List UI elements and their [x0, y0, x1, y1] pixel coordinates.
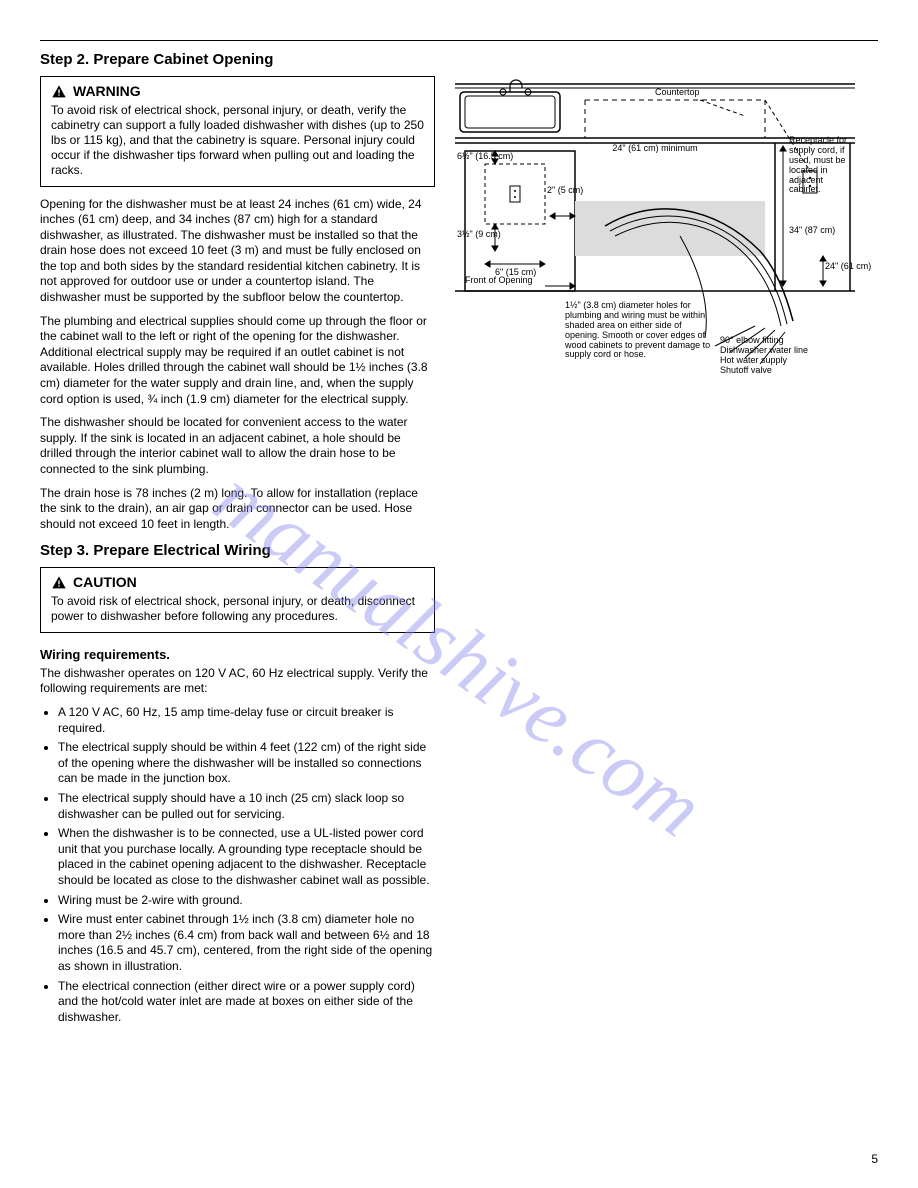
cutout-figure: Countertop Receptacle for supply cord, i… [455, 76, 878, 366]
fig-dim-6-5: 6½" (16.5 cm) [457, 152, 513, 162]
fig-holes-note: 1½" (3.8 cm) diameter holes for plumbing… [565, 301, 715, 360]
top-rule [40, 40, 878, 41]
wiring-req-intro: The dishwasher operates on 120 V AC, 60 … [40, 666, 435, 697]
warning-icon [51, 575, 67, 591]
warning-box-2: CAUTION To avoid risk of electrical shoc… [40, 567, 435, 633]
wiring-bullet: Wire must enter cabinet through 1½ inch … [58, 912, 435, 974]
right-column: Countertop Receptacle for supply cord, i… [455, 76, 878, 366]
warning-icon [51, 84, 67, 100]
prep-p4: The drain hose is 78 inches (2 m) long. … [40, 486, 435, 533]
prep-p3: The dishwasher should be located for con… [40, 415, 435, 477]
fig-opening-front: Front of Opening [465, 276, 565, 286]
section-title: Step 2. Prepare Cabinet Opening [40, 51, 878, 68]
step3-title: Step 3. Prepare Electrical Wiring [40, 542, 435, 559]
warning-1-head: WARNING [51, 83, 424, 101]
wiring-req-intro-text: The dishwasher operates on 120 V AC, 60 … [40, 666, 435, 697]
wiring-bullet: The electrical supply should be within 4… [58, 740, 435, 787]
fig-dim-2: 2" (5 cm) [547, 186, 583, 196]
wiring-bullets: A 120 V AC, 60 Hz, 15 amp time-delay fus… [40, 705, 435, 1025]
page-number: 5 [871, 1152, 878, 1166]
warning-2-body: To avoid risk of electrical shock, perso… [51, 594, 424, 624]
prep-p1: Opening for the dishwasher must be at le… [40, 197, 435, 306]
warning-1-title: WARNING [73, 83, 141, 101]
warning-2-head: CAUTION [51, 574, 424, 592]
fig-dim-34h: 34" (87 cm) [789, 226, 835, 236]
fig-label-receptacle: Receptacle for supply cord, if used, mus… [789, 136, 851, 195]
left-column: WARNING To avoid risk of electrical shoc… [40, 76, 435, 1033]
prep-text: Opening for the dishwasher must be at le… [40, 197, 435, 533]
wiring-req-head: Wiring requirements. [40, 647, 435, 662]
wiring-bullet: When the dishwasher is to be connected, … [58, 826, 435, 888]
warning-2-title: CAUTION [73, 574, 137, 592]
fig-dim-24min: 24" (61 cm) minimum [605, 144, 705, 154]
warning-1-body: To avoid risk of electrical shock, perso… [51, 103, 424, 178]
prep-p2: The plumbing and electrical supplies sho… [40, 314, 435, 408]
wiring-bullet: A 120 V AC, 60 Hz, 15 amp time-delay fus… [58, 705, 435, 736]
wiring-bullet: The electrical supply should have a 10 i… [58, 791, 435, 822]
fig-dim-3-5: 3½" (9 cm) [457, 230, 501, 240]
two-col: WARNING To avoid risk of electrical shoc… [40, 76, 878, 1033]
warning-box-1: WARNING To avoid risk of electrical shoc… [40, 76, 435, 187]
wiring-bullet: The electrical connection (either direct… [58, 979, 435, 1026]
wiring-bullet: Wiring must be 2-wire with ground. [58, 893, 435, 909]
fig-pipes-labels: 90° elbow fitting Dishwasher water line … [720, 336, 840, 376]
fig-label-countertop: Countertop [655, 88, 700, 98]
fig-dim-24-deep: 24" (61 cm) [825, 262, 871, 272]
page: Step 2. Prepare Cabinet Opening WARNING … [0, 0, 918, 1188]
